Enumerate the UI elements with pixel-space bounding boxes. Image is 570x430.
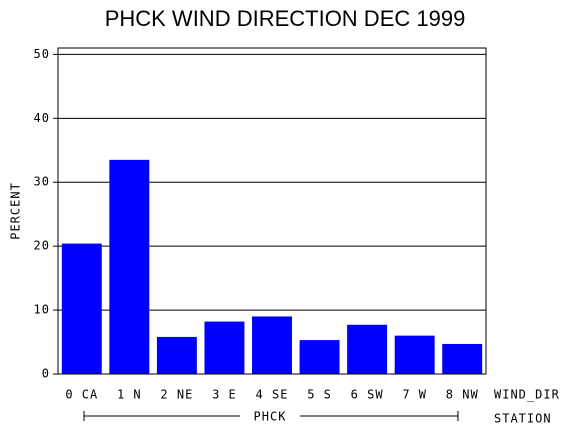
x-tick-label: 2 NE bbox=[160, 388, 193, 402]
bar bbox=[109, 159, 150, 374]
bar bbox=[299, 340, 340, 374]
y-tick-label: 0 bbox=[42, 367, 50, 381]
x-tick-label: 5 S bbox=[307, 388, 332, 402]
x-tick-label: 6 SW bbox=[351, 388, 384, 402]
x-tick-label: 3 E bbox=[212, 388, 237, 402]
x-tick-label: 7 W bbox=[402, 388, 427, 402]
bar bbox=[252, 316, 292, 374]
y-tick-label: 30 bbox=[34, 175, 50, 189]
bar bbox=[156, 336, 197, 374]
y-tick-label: 20 bbox=[34, 239, 50, 253]
y-axis-label: PERCENT bbox=[9, 182, 23, 240]
bar bbox=[61, 243, 102, 374]
bar bbox=[204, 321, 245, 374]
y-tick-label: 40 bbox=[34, 111, 50, 125]
plot-frame bbox=[57, 47, 487, 375]
x-tick-label: 0 CA bbox=[65, 388, 98, 402]
x-axis-label: WIND_DIR bbox=[494, 388, 560, 402]
group-label: PHCK bbox=[254, 410, 287, 424]
y-tick-label: 50 bbox=[34, 47, 50, 61]
chart-title: PHCK WIND DIRECTION DEC 1999 bbox=[105, 6, 466, 31]
bar bbox=[347, 324, 388, 374]
x-tick-label: 4 SE bbox=[256, 388, 289, 402]
group-label-bg bbox=[240, 408, 300, 424]
bar bbox=[394, 335, 435, 374]
group-axis-label: STATION bbox=[494, 412, 552, 426]
x-tick-label: 1 N bbox=[117, 388, 142, 402]
bar bbox=[442, 343, 483, 374]
y-tick-label: 10 bbox=[34, 303, 50, 317]
x-tick-label: 8 NW bbox=[446, 388, 479, 402]
